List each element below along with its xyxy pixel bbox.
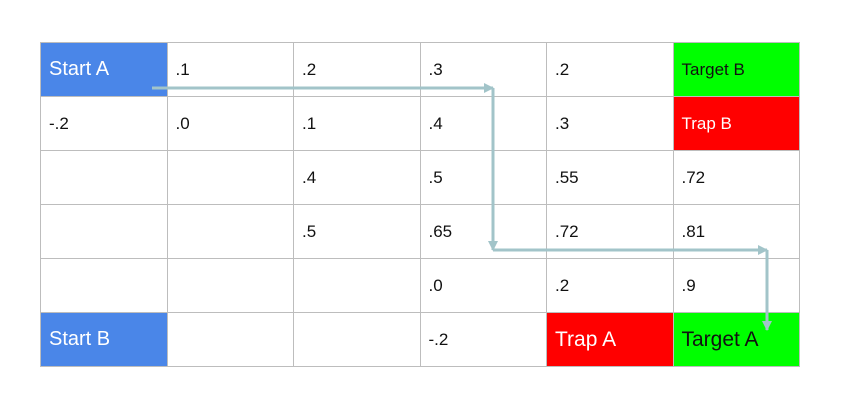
value-cell bbox=[293, 312, 421, 367]
value-cell: .72 bbox=[672, 150, 800, 205]
value-cell: .4 bbox=[293, 150, 421, 205]
trap-a-cell: Trap A bbox=[546, 312, 674, 367]
value-cell: -.2 bbox=[40, 96, 168, 151]
value-cell: .1 bbox=[293, 96, 421, 151]
grid-world-table: Start A .1 .2 .3 .2 Target B -.2 .0 .1 .… bbox=[40, 42, 800, 367]
value-cell bbox=[40, 204, 168, 259]
value-cell: .65 bbox=[419, 204, 547, 259]
grid-row: Start B -.2 Trap A Target A bbox=[40, 312, 800, 367]
value-cell bbox=[166, 150, 294, 205]
value-cell bbox=[166, 258, 294, 313]
value-cell bbox=[166, 312, 294, 367]
value-cell: .5 bbox=[419, 150, 547, 205]
grid-row: .4 .5 .55 .72 bbox=[40, 150, 800, 205]
grid-row: Start A .1 .2 .3 .2 Target B bbox=[40, 42, 800, 97]
value-cell: .0 bbox=[419, 258, 547, 313]
value-cell: .1 bbox=[166, 42, 294, 97]
grid-body: Start A .1 .2 .3 .2 Target B -.2 .0 .1 .… bbox=[40, 42, 800, 367]
value-cell bbox=[40, 150, 168, 205]
value-cell: .2 bbox=[546, 42, 674, 97]
trap-b-cell: Trap B bbox=[672, 96, 800, 151]
value-cell: .2 bbox=[546, 258, 674, 313]
value-cell: .3 bbox=[419, 42, 547, 97]
start-b-cell: Start B bbox=[40, 312, 168, 367]
value-cell: .9 bbox=[672, 258, 800, 313]
target-a-cell: Target A bbox=[672, 312, 800, 367]
value-cell: .0 bbox=[166, 96, 294, 151]
value-cell bbox=[40, 258, 168, 313]
value-cell: .72 bbox=[546, 204, 674, 259]
value-cell bbox=[293, 258, 421, 313]
value-cell: .2 bbox=[293, 42, 421, 97]
value-cell: -.2 bbox=[419, 312, 547, 367]
grid-row: -.2 .0 .1 .4 .3 Trap B bbox=[40, 96, 800, 151]
value-cell: .81 bbox=[672, 204, 800, 259]
value-cell: .5 bbox=[293, 204, 421, 259]
value-cell bbox=[166, 204, 294, 259]
grid-row: .0 .2 .9 bbox=[40, 258, 800, 313]
value-cell: .55 bbox=[546, 150, 674, 205]
start-a-cell: Start A bbox=[40, 42, 168, 97]
target-b-cell: Target B bbox=[672, 42, 800, 97]
value-cell: .4 bbox=[419, 96, 547, 151]
grid-row: .5 .65 .72 .81 bbox=[40, 204, 800, 259]
value-cell: .3 bbox=[546, 96, 674, 151]
